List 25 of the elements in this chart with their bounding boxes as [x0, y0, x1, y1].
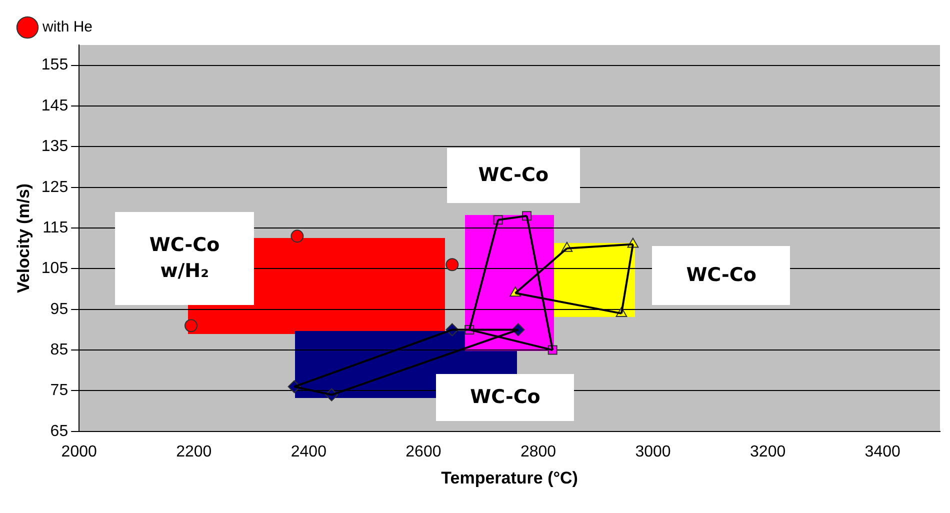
legend-label: with He	[42, 18, 93, 36]
y-tick-label: 85	[50, 341, 68, 358]
y-tick-label: 155	[41, 56, 68, 74]
x-tick-label: 2600	[406, 443, 442, 460]
note-box: WC-Co	[446, 148, 580, 204]
x-tick-label: 2000	[61, 443, 97, 460]
note-box: WC-Co w/H₂	[115, 212, 254, 306]
y-tick-label: 145	[41, 97, 68, 114]
x-axis-title: Temperature (°C)	[441, 468, 578, 488]
x-tick-label: 2200	[176, 443, 212, 460]
note-box: WC-Co	[436, 374, 574, 421]
y-tick-label: 125	[41, 178, 68, 196]
x-tick-label: 2800	[520, 443, 556, 460]
x-tick-label: 3000	[635, 443, 671, 460]
y-tick-label: 95	[50, 300, 68, 318]
y-tick-label: 105	[41, 260, 68, 278]
x-tick-label: 3200	[750, 443, 786, 460]
y-axis-title: Velocity (m/s)	[14, 183, 33, 294]
y-tick-label: 65	[50, 422, 68, 440]
y-tick-label: 135	[41, 138, 68, 156]
y-tick-label: 115	[42, 219, 68, 236]
x-tick-label: 3400	[864, 443, 901, 460]
y-tick-label: 75	[50, 382, 68, 400]
note-box: WC-Co	[652, 246, 790, 306]
x-tick-label: 2400	[290, 443, 327, 460]
